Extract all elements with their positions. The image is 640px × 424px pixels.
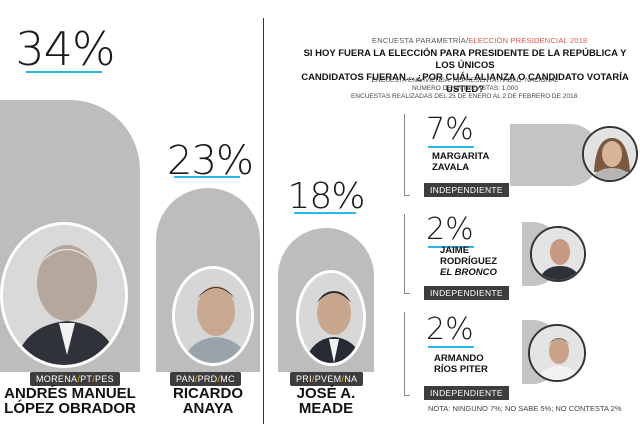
value-label-1: 34% <box>15 22 115 76</box>
party-label-2: PAN/PRD/MC <box>170 372 241 386</box>
survey-question: SI HOY FUERA LA ELECCIÓN PARA PRESIDENTE… <box>301 48 629 95</box>
candidate-name-2: RICARDO ANAYA <box>173 385 243 417</box>
ind-photo-1 <box>582 126 638 182</box>
portrait-icon <box>3 225 125 365</box>
ind-tag-2: INDEPENDIENTE <box>424 286 509 300</box>
value-underline-1 <box>26 71 102 73</box>
ind-value-underline-3 <box>428 346 474 348</box>
bracket-3 <box>404 312 410 396</box>
source-line: ENCUESTA PARAMETRÍA/ELECCIÓN PRESIDENCIA… <box>372 36 588 45</box>
ind-name-2: JAIME RODRÍGUEZ EL BRONCO <box>440 245 497 278</box>
ind-name-3: ARMANDO RÍOS PITER <box>434 353 488 375</box>
ind-value-underline-1 <box>428 146 474 148</box>
ind-value-label-3: 2% <box>426 312 474 347</box>
survey-meta-1: ENCUESTA EN VIVIENDA. REPRESENTATIVIDAD:… <box>371 77 559 84</box>
candidate-photo-3 <box>296 270 366 366</box>
ind-value-label-2: 2% <box>426 212 474 247</box>
value-underline-3 <box>294 212 356 214</box>
portrait-icon <box>532 228 584 280</box>
value-label-3: 18% <box>287 176 365 217</box>
party-label-1: MORENA/PT/PES <box>30 372 120 386</box>
bracket-2 <box>404 214 410 294</box>
candidate-photo-2 <box>172 266 254 366</box>
ind-name-1: MARGARITA ZAVALA <box>432 151 490 173</box>
footnote: NOTA: NINGUNO 7%; NO SABE 5%; NO CONTEST… <box>428 404 622 413</box>
candidate-name-1: ANDRÉS MANUEL LÓPEZ OBRADOR <box>4 385 136 417</box>
ind-tag-1: INDEPENDIENTE <box>424 183 509 197</box>
portrait-icon <box>584 128 636 180</box>
portrait-icon <box>530 326 584 380</box>
ind-value-underline-2 <box>428 246 474 248</box>
ind-photo-3 <box>528 324 586 382</box>
candidate-photo-1 <box>0 222 128 368</box>
section-divider <box>263 18 264 424</box>
survey-meta-2: NÚMERO DE ENTREVISTAS: 1,000 <box>411 85 519 92</box>
candidate-name-3: JOSÉ A. MEADE <box>296 385 356 417</box>
survey-meta-3: ENCUESTAS REALIZADAS DEL 25 DE ENERO AL … <box>350 93 580 100</box>
ind-tag-3: INDEPENDIENTE <box>424 386 509 400</box>
portrait-icon <box>175 269 251 363</box>
ind-photo-2 <box>530 226 586 282</box>
party-label-3: PRI/PVEM/NA <box>290 372 364 386</box>
bracket-1 <box>404 114 410 196</box>
ind-value-label-1: 7% <box>426 112 474 147</box>
value-underline-2 <box>174 176 240 178</box>
portrait-icon <box>299 273 363 363</box>
